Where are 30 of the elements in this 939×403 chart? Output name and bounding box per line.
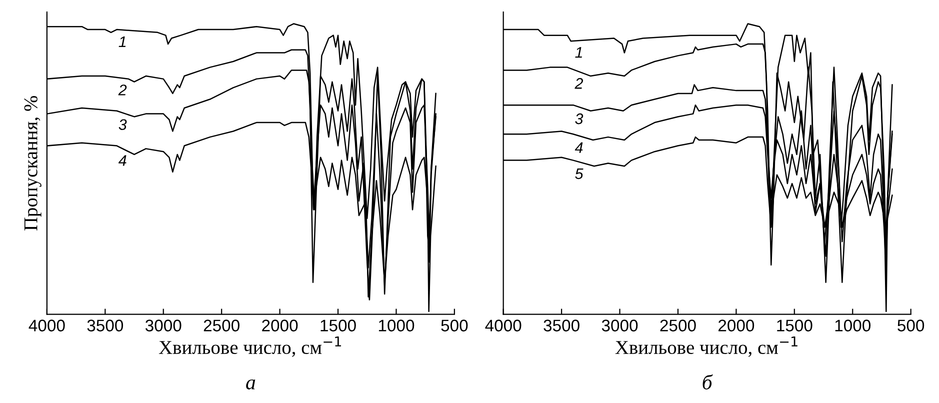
x-tick-label: 2500 <box>660 320 696 332</box>
y-axis-title: Пропускання, % <box>24 96 42 231</box>
x-axis-title: Хвильове число, см$^{−1}$ <box>158 336 342 357</box>
x-tick-label: 3000 <box>602 320 638 332</box>
series-label: 4 <box>118 155 126 166</box>
x-tick-label: 2000 <box>718 320 754 332</box>
series-label: 3 <box>575 113 584 124</box>
x-tick-label: 1500 <box>777 320 812 332</box>
text: а <box>246 379 256 390</box>
x-axis-title: Хвильове число, см$^{−1}$ <box>615 336 798 357</box>
series-label: 2 <box>118 84 127 96</box>
x-tick-label: 2500 <box>204 320 240 332</box>
x-tick-label: 4000 <box>485 320 522 332</box>
x-tick-label: 2000 <box>262 320 298 332</box>
series-label: 3 <box>118 119 127 130</box>
x-tick-label: 1000 <box>835 320 871 332</box>
x-tick-label: 3000 <box>145 320 182 332</box>
x-tick-label: 500 <box>441 320 468 332</box>
series-label: 2 <box>574 78 584 89</box>
x-tick-label: 500 <box>898 320 924 332</box>
x-tick-label: 1000 <box>378 320 414 332</box>
x-tick-label: 3500 <box>544 320 580 332</box>
text: б <box>702 374 713 390</box>
x-tick-label: 3500 <box>87 320 124 332</box>
series-label: 1 <box>118 36 126 47</box>
x-tick-label: 1500 <box>320 320 356 332</box>
x-tick-label: 4000 <box>28 320 65 332</box>
series-label: 1 <box>575 47 582 58</box>
series-label: 5 <box>575 168 584 180</box>
series-label: 4 <box>574 142 583 153</box>
